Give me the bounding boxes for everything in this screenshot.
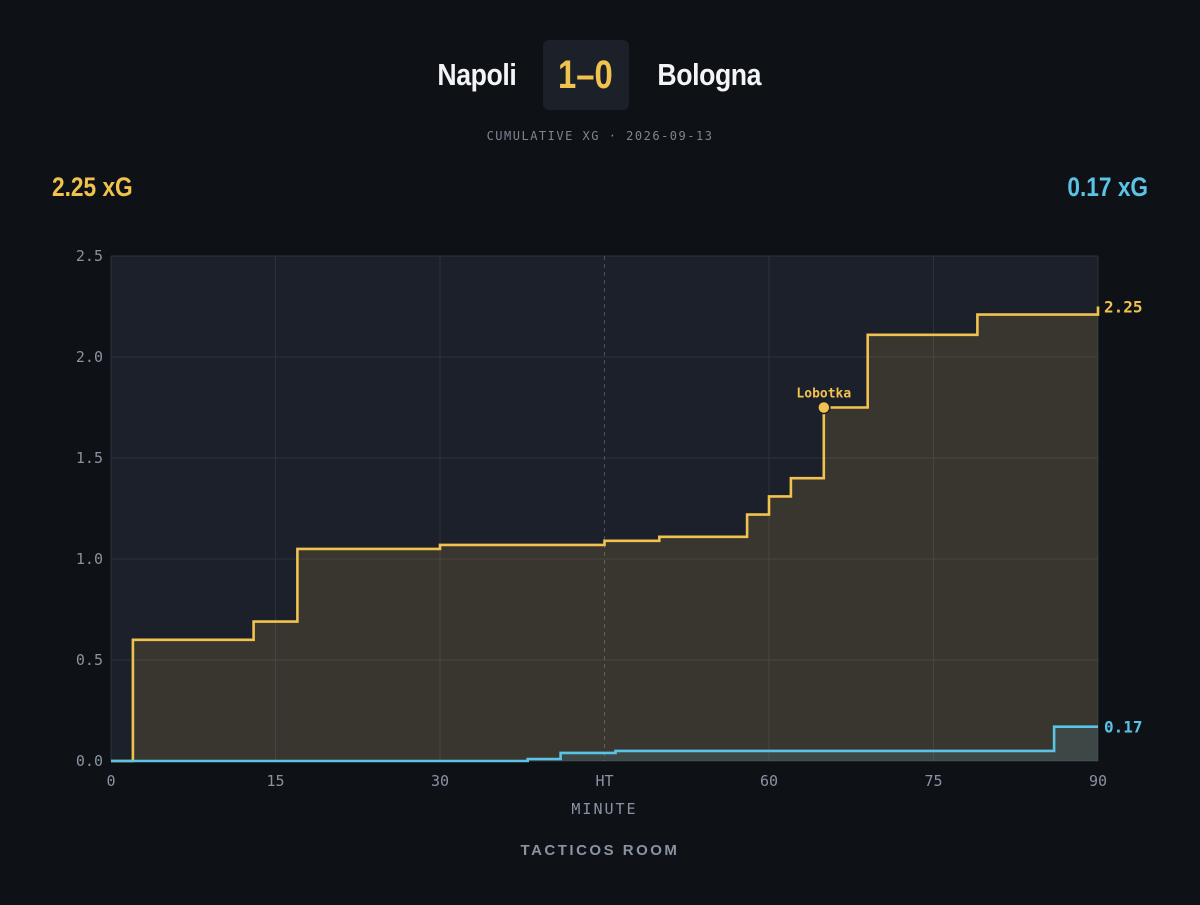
match-header: Napoli 1–0 Bologna — [0, 40, 1200, 110]
y-tick-label: 0.0 — [76, 752, 103, 770]
home-team-name: Napoli — [437, 57, 517, 92]
brand-footer: TACTICOS ROOM — [520, 842, 680, 859]
series-line-bologna — [111, 725, 1098, 763]
series-fill-bologna — [111, 726, 1098, 761]
home-xg-total: 2.25 xG — [52, 172, 133, 202]
x-tick-label: 75 — [924, 772, 942, 790]
y-tick-label: 0.5 — [76, 651, 103, 669]
series-end-label-napoli: 2.25 — [1104, 298, 1143, 317]
goal-marker — [817, 400, 831, 415]
score-box: 1–0 — [542, 40, 629, 110]
y-tick-label: 1.0 — [76, 550, 103, 568]
y-tick-label: 1.5 — [76, 449, 103, 467]
away-xg-total: 0.17 xG — [1067, 172, 1148, 202]
goal-scorer-label: Lobotka — [796, 387, 851, 402]
y-tick-label: 2.0 — [76, 348, 103, 366]
series-line-napoli — [111, 306, 1100, 763]
series-end-label-bologna: 0.17 — [1104, 718, 1143, 737]
series-fill-napoli — [111, 306, 1098, 761]
chart-subtitle: CUMULATIVE XG · 2026-09-13 — [486, 129, 714, 143]
x-tick-label: HT — [595, 772, 613, 790]
x-tick-label: 30 — [431, 772, 449, 790]
x-tick-label: 15 — [266, 772, 284, 790]
x-tick-label: 0 — [106, 772, 115, 790]
away-team-name: Bologna — [657, 57, 761, 92]
x-tick-label: 90 — [1089, 772, 1107, 790]
x-axis-label: MINUTE — [571, 800, 637, 818]
x-tick-label: 60 — [760, 772, 778, 790]
y-tick-label: 2.5 — [76, 247, 103, 265]
match-score: 1–0 — [558, 52, 613, 97]
